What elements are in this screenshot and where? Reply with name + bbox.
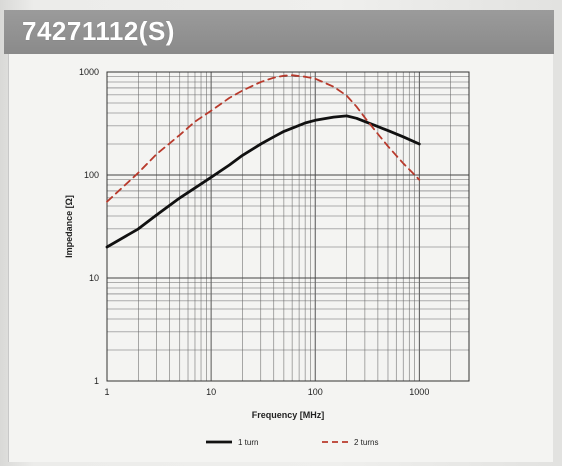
y-tick-label: 1 [94, 376, 99, 386]
y-tick-label: 1000 [79, 67, 99, 77]
y-axis-label: Impedance [Ω] [64, 195, 74, 258]
title-bar: 74271112(S) [4, 10, 554, 54]
series-line-2 [106, 74, 421, 203]
x-tick-label: 1000 [409, 387, 429, 397]
legend-label-2: 2 turns [354, 438, 378, 447]
plot-frame [106, 71, 470, 382]
x-axis-label: Frequency [MHz] [252, 410, 325, 420]
series-layer [105, 74, 421, 249]
tick-labels: 1 10 100 1000 1 10 100 1000 [79, 67, 429, 397]
legend: 1 turn 2 turns [206, 438, 378, 447]
grid [106, 71, 470, 382]
y-tick-label: 100 [84, 170, 99, 180]
x-tick-label: 10 [206, 387, 216, 397]
x-tick-label: 100 [308, 387, 323, 397]
chart-panel [8, 54, 553, 462]
legend-label-1: 1 turn [238, 438, 258, 447]
y-tick-label: 10 [89, 273, 99, 283]
x-tick-label: 1 [104, 387, 109, 397]
chart-title: 74271112(S) [22, 16, 175, 46]
series-line-1 [105, 114, 421, 249]
